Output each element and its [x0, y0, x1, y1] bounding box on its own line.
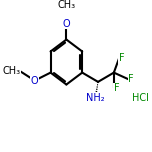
Text: CH₃: CH₃: [57, 0, 75, 10]
Text: F: F: [128, 74, 134, 84]
Text: F: F: [114, 83, 119, 93]
Text: HCl: HCl: [132, 93, 149, 103]
Text: NH₂: NH₂: [86, 93, 105, 103]
Text: O: O: [63, 19, 70, 29]
Text: F: F: [119, 53, 125, 63]
Text: CH₃: CH₃: [2, 66, 20, 76]
Text: O: O: [31, 76, 39, 86]
